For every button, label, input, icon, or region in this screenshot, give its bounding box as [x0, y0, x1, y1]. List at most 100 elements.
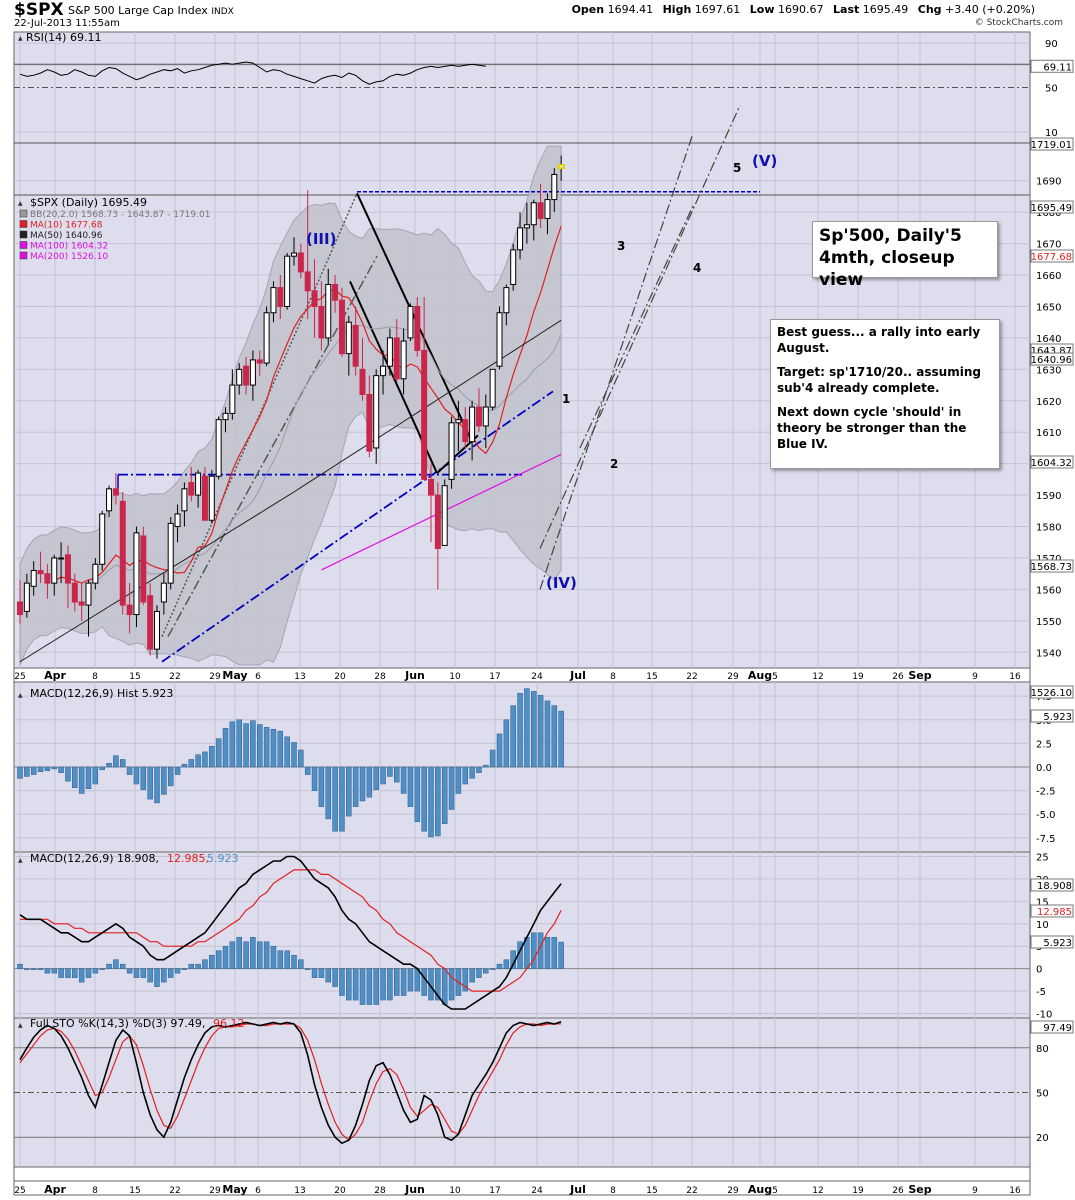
wave-label-5: 5: [733, 161, 741, 175]
legend-ma50: MA(50) 1640.96: [30, 231, 103, 241]
macd-tick: -5: [1036, 987, 1046, 998]
x-tick-label: 8: [92, 672, 98, 682]
hist-bar: [99, 766, 105, 771]
price-tick: 1610: [1036, 428, 1061, 439]
candle: [85, 582, 92, 606]
macd-hist-bar: [421, 968, 427, 996]
candle: [249, 359, 256, 386]
macd-signal-line: [20, 869, 562, 992]
rsi-value-label-box: [1030, 59, 1074, 73]
hist-bar: [503, 719, 510, 768]
label-ma10: 1677.68: [1031, 252, 1072, 263]
macd-hist-bar: [126, 968, 133, 974]
hist-bar: [496, 733, 503, 768]
hist-bar: [551, 705, 558, 768]
macd-hist-bar: [476, 968, 482, 978]
x-tick-label: 26: [892, 1186, 904, 1196]
hist-bar: [44, 766, 51, 772]
hist-bar: [517, 693, 523, 768]
candle: [256, 359, 263, 364]
hist-bar: [510, 705, 516, 768]
label-last-box: [1030, 200, 1074, 214]
candle: [229, 384, 236, 414]
hist-bar: [167, 766, 174, 787]
candle: [311, 290, 318, 307]
candle: [544, 199, 551, 219]
hist-tick: -2.5: [1036, 787, 1056, 798]
x-tick-label: 20: [334, 1186, 346, 1196]
label-ma50: 1640.96: [1031, 355, 1072, 366]
rsi-value-label: 69.11: [1043, 62, 1072, 73]
candle: [441, 485, 448, 546]
hist-bar: [291, 742, 297, 768]
candle: [359, 368, 366, 395]
wave-label-III: (III): [306, 230, 336, 248]
candle: [551, 173, 558, 201]
macd-hist-bar: [277, 950, 284, 969]
hist-bar: [229, 721, 236, 768]
hist-bar: [147, 766, 153, 800]
hist-value-label: 5.923: [1043, 712, 1072, 723]
rsi-title: RSI(14) 69.11: [26, 31, 101, 44]
candle: [106, 488, 113, 512]
x-tick-label: 24: [531, 1186, 543, 1196]
hist-bar: [387, 766, 393, 777]
macd-hist-bar: [72, 968, 78, 978]
hist-tick: -5.0: [1036, 810, 1056, 821]
macd-line: [19, 855, 562, 1010]
x-tick-label: 6: [255, 1186, 261, 1196]
x-tick-label: 5: [772, 672, 778, 682]
macd-hist-bar: [339, 968, 345, 996]
candle: [393, 337, 400, 380]
x-tick-label: Sep: [908, 669, 931, 682]
candle: [345, 321, 352, 355]
x-tick-label: 16: [1009, 1186, 1021, 1196]
macd-hist-bar: [92, 968, 99, 974]
panel-bg-macd: [13, 851, 1031, 1019]
annotation-text-3: Next down cycle 'should' in theory be st…: [777, 405, 967, 451]
symbol: $SPX: [14, 0, 64, 20]
rsi-line: [19, 61, 486, 85]
ma50-line: [19, 319, 562, 663]
wave-label-3: 3: [617, 239, 625, 253]
candle: [400, 340, 407, 380]
hist-bar: [380, 766, 386, 785]
price-title: $SPX (Daily) 1695.49: [30, 196, 147, 209]
price-tick: 1680: [1036, 208, 1061, 219]
sto-tick: 20: [1036, 1133, 1049, 1144]
hist-bar: [188, 759, 194, 768]
hist-bar: [154, 766, 160, 804]
candle: [284, 255, 291, 307]
hist-bar: [195, 754, 201, 768]
macd-hist-bar: [435, 968, 441, 1001]
legend-ma10-swatch: [19, 220, 28, 228]
bollinger-band: [19, 145, 562, 666]
hist-bar: [318, 766, 325, 807]
wave-label-1: 1: [562, 392, 570, 406]
x-tick-label: 22: [686, 1186, 697, 1196]
x-tick-label: Jul: [569, 669, 586, 682]
macd-hist-bar: [85, 968, 92, 978]
timestamp: 22-Jul-2013 11:55am: [14, 18, 120, 29]
candle: [99, 513, 106, 565]
macd-hist-bar: [209, 954, 215, 969]
hist-bar: [257, 724, 263, 768]
x-tick-label: 16: [1009, 672, 1021, 682]
candle: [222, 412, 229, 421]
candle: [64, 554, 71, 584]
hist-bar: [462, 766, 468, 785]
price-tick: 1630: [1036, 365, 1061, 376]
x-tick-label: Jul: [569, 1183, 586, 1196]
macd-hist-bar: [503, 959, 510, 969]
macd-hist-bar: [298, 959, 304, 969]
candle: [133, 532, 140, 616]
macd-hist-bar: [133, 968, 140, 978]
x-tick-label: 15: [646, 1186, 657, 1196]
hist-bar: [476, 766, 482, 773]
candle: [475, 406, 482, 427]
candle: [503, 287, 510, 314]
price-tick: 1640: [1036, 334, 1061, 345]
hist-bar: [394, 766, 400, 783]
x-tick-label: Aug: [748, 669, 772, 682]
hist-bar: [531, 691, 537, 768]
